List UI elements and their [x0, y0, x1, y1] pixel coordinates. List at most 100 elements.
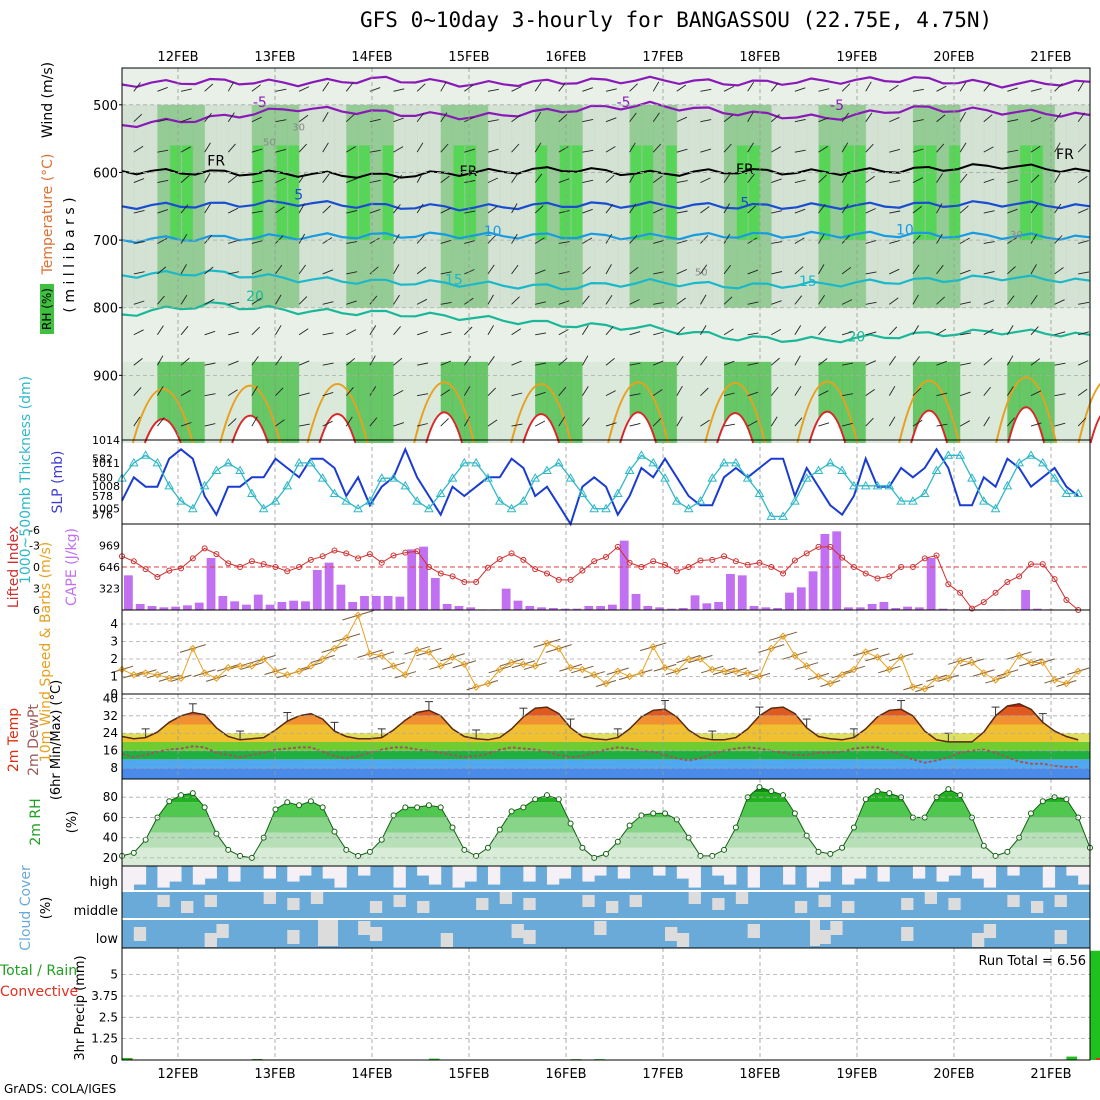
wind-barb: [676, 268, 688, 275]
minmax-axis-label: (6hr Min/Max) (°C): [49, 680, 64, 800]
cape-bar: [324, 562, 334, 610]
wind-barb: [1077, 176, 1088, 183]
lifted-index-marker: [886, 573, 893, 580]
slp-marker: [837, 465, 847, 475]
wind-barb: [133, 329, 144, 336]
day-gridlines: [177, 68, 1052, 440]
wind-barb: [794, 208, 806, 214]
wind-barb: [841, 235, 850, 244]
wind-barb: [487, 325, 494, 336]
wind-barb: [676, 116, 688, 123]
wind-barb: [416, 203, 424, 214]
slp-marker: [683, 503, 694, 513]
rh-low: [263, 361, 276, 443]
wind-barb: [440, 239, 452, 244]
contour-label: 5: [740, 196, 749, 212]
rh-marker: [662, 810, 669, 817]
day-gridlines: [177, 694, 1052, 779]
pressure-tick-label: 900: [93, 369, 118, 384]
slp-marker: [742, 473, 753, 482]
contour-label: 20: [847, 330, 865, 346]
lifted-index-marker: [850, 564, 857, 570]
slp-marker: [282, 480, 293, 490]
wind-barb: [818, 233, 825, 244]
wind-barb: [700, 148, 712, 153]
cloud-high-clear: [877, 866, 890, 882]
wind-barb: [747, 332, 759, 336]
wind-barb: [582, 355, 589, 366]
wind-barb: [251, 297, 262, 305]
cloud-high-clear: [334, 866, 347, 888]
cape-bar: [808, 571, 818, 610]
rh-low: [464, 361, 477, 443]
slp-marker: [648, 457, 659, 467]
wind-barb: [865, 301, 877, 305]
rh-column: [771, 104, 784, 308]
rh-column: [428, 104, 442, 308]
cloud-high-clear: [204, 866, 217, 879]
wind-barb: [889, 210, 901, 214]
wind-barb: [700, 177, 711, 184]
rh-marker: [614, 838, 621, 845]
rh-column: [393, 104, 406, 308]
convective-bar: [1095, 1057, 1100, 1060]
wind-barb: [1078, 271, 1090, 275]
bottom-day-label: 17FEB: [642, 1067, 683, 1082]
wind-barb: [652, 143, 662, 153]
wind-barb: [652, 417, 662, 427]
slp-marker: [518, 496, 529, 505]
cloud-low-gap: [511, 924, 524, 938]
rh-marker: [1004, 848, 1011, 855]
rh-column: [546, 104, 560, 308]
wind-barb: [1077, 143, 1087, 153]
slp-markers: [117, 450, 1084, 520]
wind-barb: [416, 234, 425, 244]
wind-barb: [889, 239, 901, 244]
slp-marker: [187, 503, 198, 513]
cape-bar: [867, 604, 877, 610]
cape-bar: [230, 601, 240, 610]
rh-low: [688, 361, 701, 443]
cloud-middle-gap: [369, 901, 383, 913]
temp-band: [122, 733, 1090, 742]
cape-bar: [560, 608, 570, 610]
cloud-low-gap: [665, 927, 678, 941]
wind-barb: [936, 143, 945, 153]
lifted-index-marker: [343, 550, 350, 557]
cloud-axis-label: Cloud Cover: [18, 865, 34, 951]
wind-barb: [605, 88, 617, 92]
rh-column: [960, 104, 973, 308]
cloud-units-label: (%): [39, 897, 54, 920]
wind-barb: [629, 142, 636, 153]
rh-column: [1054, 104, 1067, 308]
wind-barb: [157, 355, 164, 366]
wind-barb: [558, 357, 568, 366]
wind-speed-marker: [224, 664, 232, 672]
wind-barb: [865, 271, 877, 275]
wind-barb: [1007, 208, 1018, 214]
wind-barb: [180, 88, 192, 92]
cloud-middle-gap: [310, 892, 324, 904]
wind-barb: [440, 271, 452, 275]
temperature-contour: [121, 269, 1091, 291]
wind-barb: [818, 390, 829, 397]
wind-tick: 0: [110, 687, 118, 701]
rh-core: [182, 145, 193, 241]
rh-low: [511, 361, 524, 443]
pressure-tick-label: 700: [93, 234, 118, 249]
wind-barb: [936, 203, 943, 214]
slp-marker: [754, 488, 765, 497]
wind-barb: [912, 387, 922, 396]
wind-barb: [983, 271, 995, 275]
wind-barb: [889, 297, 899, 305]
cloud-high-clear: [417, 866, 430, 876]
slp-marker: [1073, 488, 1084, 497]
contour-label: 10: [896, 223, 914, 239]
wind-barb: [298, 264, 306, 275]
wind-speed-marker: [1062, 679, 1071, 688]
cape-bar: [844, 607, 853, 610]
wind-barb: [558, 416, 566, 427]
top-day-label: 18FEB: [739, 50, 780, 65]
day-gridlines: [177, 948, 1052, 1060]
